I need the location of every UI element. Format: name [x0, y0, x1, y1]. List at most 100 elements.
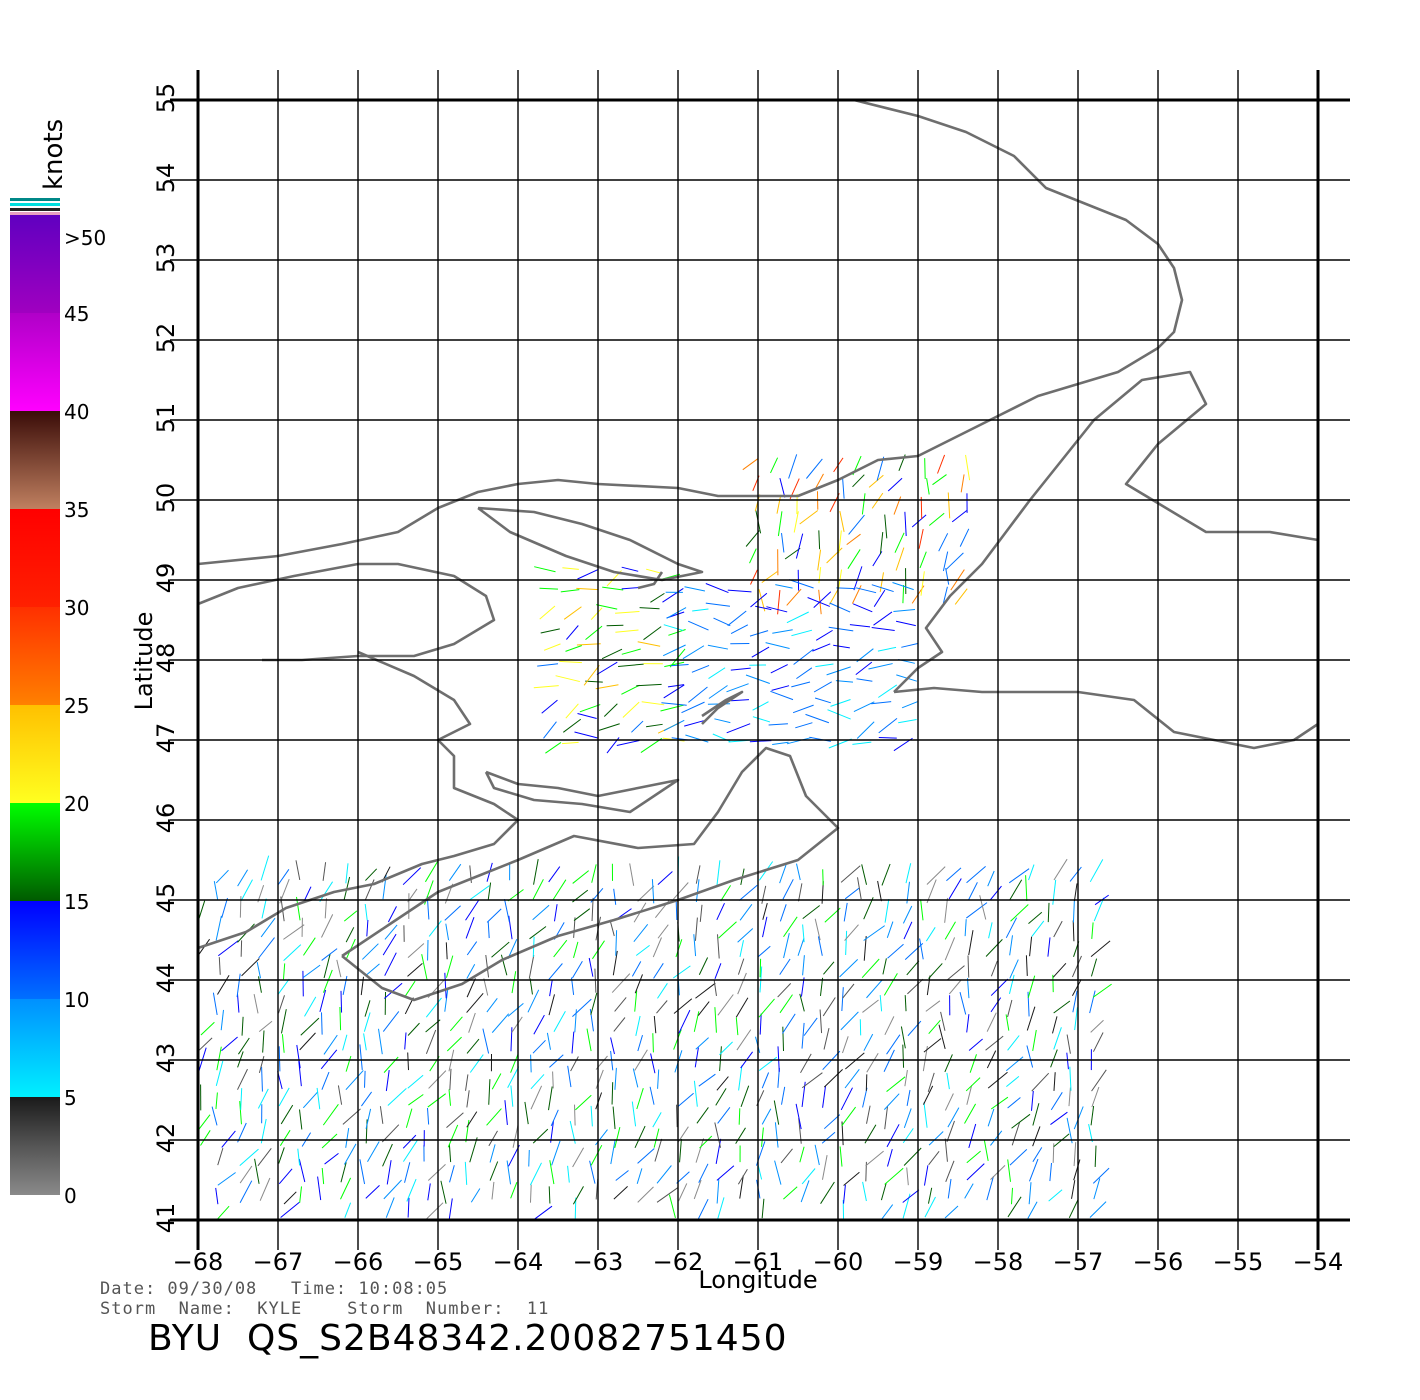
- wind-vector: [507, 889, 524, 902]
- wind-vector: [731, 699, 749, 702]
- wind-vector: [1050, 1049, 1058, 1068]
- wind-vector: [757, 945, 771, 958]
- wind-vector: [241, 958, 260, 977]
- wind-vector: [611, 973, 631, 993]
- wind-vector: [258, 976, 262, 993]
- wind-vector: [215, 1092, 218, 1109]
- wind-vector: [1031, 1090, 1034, 1111]
- wind-vector: [656, 1165, 672, 1184]
- wind-vector: [543, 721, 557, 739]
- wind-vector: [842, 478, 845, 499]
- wind-vector: [254, 1158, 260, 1184]
- wind-vector: [868, 663, 893, 670]
- wind-vector: [1091, 1086, 1100, 1108]
- wind-vector: [588, 957, 594, 977]
- wind-vector: [491, 941, 510, 958]
- wind-vector: [985, 939, 1003, 957]
- wind-vector: [856, 678, 873, 682]
- wind-vector: [883, 1049, 895, 1072]
- wind-vector: [510, 1054, 519, 1073]
- wind-vector: [532, 1128, 549, 1144]
- wind-vector: [697, 1001, 710, 1016]
- wind-vector: [924, 1196, 936, 1218]
- wind-vector: [866, 979, 883, 999]
- wind-vector: [879, 995, 883, 1012]
- wind-vector: [384, 924, 398, 940]
- wind-vector: [361, 943, 379, 960]
- wind-vector: [968, 1038, 983, 1051]
- wind-vector: [987, 870, 995, 887]
- colorbar-tick-labels: 0 5 10 15 20 25 30 35 40 45 >50: [64, 226, 106, 1208]
- colorbar-tick-label: 40: [64, 400, 89, 424]
- wind-vector: [901, 643, 918, 648]
- wind-vector: [944, 1054, 953, 1073]
- wind-vector: [215, 1187, 219, 1205]
- wind-vector: [217, 940, 239, 957]
- wind-vector: [577, 568, 599, 580]
- latitude-tick-label: 53: [152, 243, 180, 274]
- wind-vector: [573, 941, 579, 959]
- wind-vector: [947, 492, 951, 519]
- colorbar-tick-label: 20: [64, 792, 89, 816]
- wind-vector: [446, 1036, 462, 1052]
- wind-vector: [739, 904, 753, 921]
- wind-vector: [1050, 1092, 1063, 1111]
- wind-vector: [570, 1056, 579, 1072]
- wind-vector: [928, 963, 943, 979]
- longitude-tick-label: −57: [1053, 1248, 1104, 1276]
- wind-vector: [1032, 1147, 1043, 1163]
- wind-vector: [940, 1011, 946, 1031]
- wind-vector: [236, 973, 241, 998]
- wind-vector: [323, 1034, 338, 1055]
- wind-vector: [590, 992, 598, 1015]
- wind-vector: [666, 607, 687, 619]
- wind-vector: [968, 930, 974, 956]
- wind-vector: [237, 1122, 247, 1143]
- wind-vector: [322, 862, 327, 881]
- longitude-tick-label: −56: [1133, 1248, 1184, 1276]
- wind-vector: [1009, 1149, 1028, 1166]
- wind-vector: [657, 871, 673, 885]
- wind-vector: [589, 1008, 594, 1032]
- latitude-tick-label: 44: [152, 963, 180, 994]
- wind-vector: [774, 1122, 779, 1148]
- wind-vector: [340, 1177, 352, 1200]
- wind-vector: [786, 588, 802, 606]
- wind-vector: [668, 1194, 676, 1219]
- wind-vector: [903, 921, 913, 940]
- longitude-tick-label: −55: [1213, 1248, 1264, 1276]
- wind-vector: [967, 978, 970, 999]
- wind-vector: [1047, 902, 1050, 923]
- wind-vector: [862, 999, 879, 1013]
- wind-vector: [714, 718, 731, 724]
- wind-vector: [781, 532, 785, 553]
- wind-vector: [1052, 962, 1067, 978]
- colorbar-tick-label: 30: [64, 596, 89, 620]
- wind-vector: [1090, 1019, 1104, 1033]
- wind-vector: [948, 878, 962, 900]
- wind-vector: [552, 1071, 554, 1089]
- wind-vector: [425, 997, 442, 1018]
- wind-vector: [489, 1144, 496, 1163]
- wind-vector: [827, 709, 851, 720]
- wind-vector: [444, 988, 449, 1012]
- wind-vector: [802, 924, 805, 943]
- wind-vector: [911, 514, 927, 528]
- wind-vector: [322, 969, 333, 993]
- wind-vector: [716, 1165, 735, 1181]
- wind-vector: [979, 895, 987, 920]
- wind-vector: [814, 697, 831, 704]
- wind-vector: [783, 1186, 798, 1200]
- wind-vector: [925, 927, 936, 942]
- wind-vector: [987, 1108, 995, 1127]
- wind-vector: [766, 606, 788, 613]
- wind-vector: [716, 1076, 729, 1091]
- wind-vector: [815, 663, 834, 668]
- wind-vector: [883, 973, 898, 996]
- wind-vector: [817, 549, 822, 571]
- wind-vector: [407, 1052, 410, 1071]
- wind-vector: [651, 879, 655, 904]
- wind-vector: [402, 1134, 417, 1149]
- wind-vector: [200, 1021, 215, 1036]
- wind-vector: [543, 643, 561, 651]
